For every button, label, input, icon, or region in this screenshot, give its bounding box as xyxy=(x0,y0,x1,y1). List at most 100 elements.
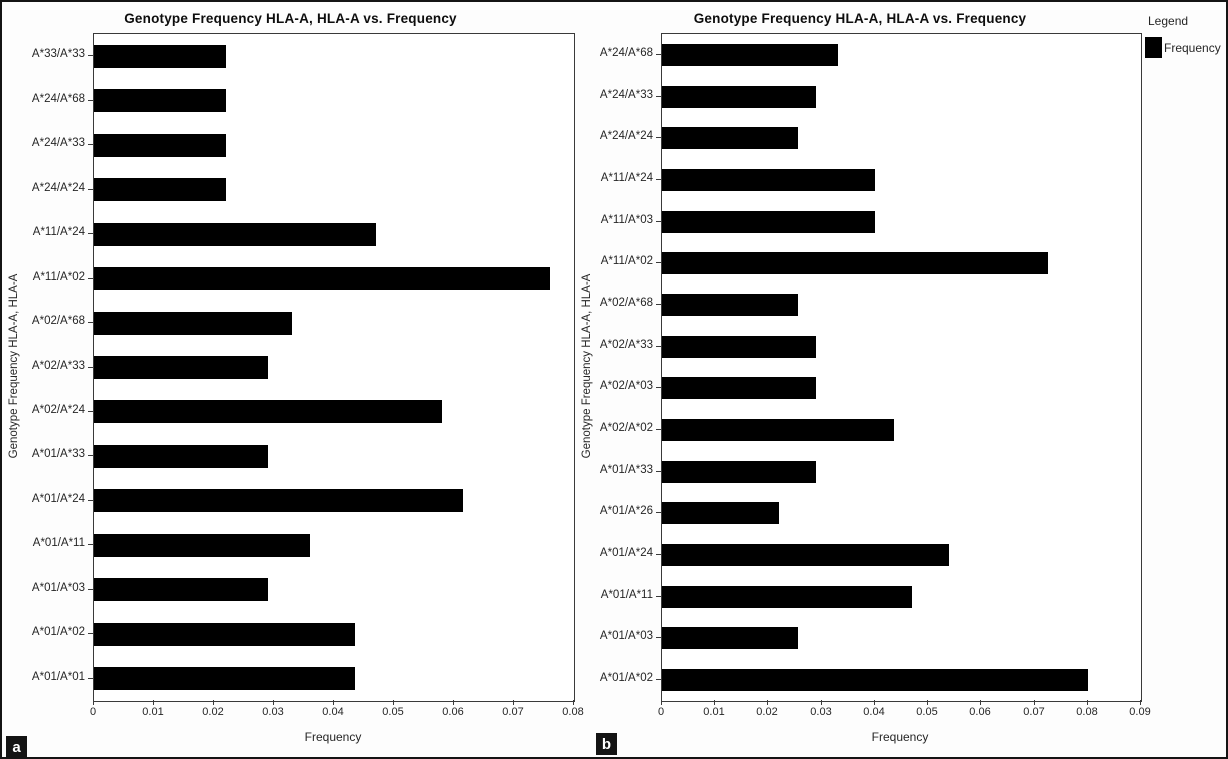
x-tick-label: 0.02 xyxy=(202,706,224,718)
x-tick-label: 0 xyxy=(657,706,665,718)
y-tick-mark xyxy=(88,677,93,679)
y-tick-label: A*11/A*02 xyxy=(32,270,85,283)
x-tick-label: 0.07 xyxy=(1023,706,1045,718)
bar xyxy=(94,400,442,424)
y-tick-mark xyxy=(88,410,93,412)
chart-a-x-axis-title: Frequency xyxy=(304,730,362,744)
bar xyxy=(662,293,798,316)
y-tick-mark xyxy=(88,188,93,190)
x-tick-mark xyxy=(333,700,334,705)
frequency-swatch-icon xyxy=(1145,37,1162,58)
bar xyxy=(94,489,463,513)
x-tick-mark xyxy=(1087,700,1088,705)
bar xyxy=(94,44,226,68)
x-tick-mark xyxy=(273,700,274,705)
x-tick-mark xyxy=(874,700,875,705)
y-tick-mark xyxy=(88,544,93,546)
x-tick-label: 0.03 xyxy=(262,706,284,718)
y-tick-label: A*11/A*02 xyxy=(600,255,653,268)
y-tick-label: A*01/A*24 xyxy=(599,547,653,560)
bar xyxy=(662,127,798,150)
x-tick-label: 0.04 xyxy=(322,706,344,718)
y-tick-label: A*01/A*26 xyxy=(599,505,653,518)
legend: Legend Frequency xyxy=(1145,14,1221,58)
bar xyxy=(94,622,355,646)
x-tick-mark xyxy=(821,700,822,705)
y-tick-mark xyxy=(656,512,661,514)
y-tick-label: A*24/A*68 xyxy=(599,46,653,59)
y-tick-mark xyxy=(88,277,93,279)
bar xyxy=(662,252,1048,275)
chart-b-x-axis-title: Frequency xyxy=(871,730,929,744)
y-tick-label: A*24/A*24 xyxy=(31,181,85,194)
y-tick-mark xyxy=(656,178,661,180)
bar xyxy=(662,460,816,483)
panel-b-label: b xyxy=(596,733,617,755)
x-tick-label: 0.09 xyxy=(1129,706,1151,718)
y-tick-label: A*01/A*33 xyxy=(31,448,85,461)
x-tick-label: 0.01 xyxy=(142,706,164,718)
x-tick-label: 0 xyxy=(89,706,97,718)
bar xyxy=(94,222,376,246)
bar xyxy=(94,533,310,557)
y-tick-label: A*02/A*02 xyxy=(599,422,653,435)
y-tick-label: A*02/A*68 xyxy=(599,296,653,309)
legend-entry-label: Frequency xyxy=(1164,40,1221,55)
x-tick-label: 0.08 xyxy=(1076,706,1098,718)
bar xyxy=(94,311,292,335)
y-tick-mark xyxy=(88,322,93,324)
bar xyxy=(662,419,894,442)
y-tick-label: A*01/A*01 xyxy=(31,670,85,683)
bar xyxy=(662,544,949,567)
bar xyxy=(662,335,816,358)
bar xyxy=(94,178,226,202)
y-tick-mark xyxy=(88,99,93,101)
y-tick-mark xyxy=(88,588,93,590)
y-tick-mark xyxy=(656,470,661,472)
x-tick-mark xyxy=(213,700,214,705)
bar xyxy=(94,133,226,157)
chart-a-plot-area xyxy=(93,33,575,702)
bar xyxy=(94,267,550,291)
bar xyxy=(662,85,816,108)
panel-a-label: a xyxy=(6,736,27,757)
bar xyxy=(662,669,1088,692)
y-tick-mark xyxy=(656,53,661,55)
bar xyxy=(94,578,268,602)
y-tick-label: A*02/A*68 xyxy=(31,315,85,328)
y-tick-label: A*01/A*24 xyxy=(31,492,85,505)
y-tick-mark xyxy=(656,637,661,639)
x-tick-mark xyxy=(1140,700,1141,705)
bar xyxy=(662,585,912,608)
x-tick-label: 0.04 xyxy=(863,706,885,718)
y-tick-mark xyxy=(88,366,93,368)
y-tick-label: A*24/A*33 xyxy=(599,88,653,101)
bar xyxy=(94,667,355,691)
y-tick-label: A*02/A*03 xyxy=(599,380,653,393)
x-tick-label: 0.06 xyxy=(969,706,991,718)
chart-b-title: Genotype Frequency HLA-A, HLA-A vs. Freq… xyxy=(693,11,1027,26)
x-tick-mark xyxy=(573,700,574,705)
y-tick-mark xyxy=(656,429,661,431)
y-tick-label: A*24/A*24 xyxy=(599,130,653,143)
bar xyxy=(662,43,838,66)
x-tick-label: 0.07 xyxy=(502,706,524,718)
x-tick-mark xyxy=(513,700,514,705)
y-tick-mark xyxy=(656,679,661,681)
x-tick-label: 0.05 xyxy=(382,706,404,718)
bar xyxy=(662,502,779,525)
x-tick-mark xyxy=(453,700,454,705)
legend-title: Legend xyxy=(1148,14,1189,28)
y-tick-mark xyxy=(88,233,93,235)
x-tick-mark xyxy=(714,700,715,705)
bar xyxy=(662,168,875,191)
y-tick-mark xyxy=(656,554,661,556)
bar xyxy=(662,210,875,233)
y-tick-label: A*11/A*24 xyxy=(600,171,653,184)
y-tick-label: A*01/A*02 xyxy=(31,626,85,639)
x-tick-mark xyxy=(767,700,768,705)
y-tick-mark xyxy=(656,262,661,264)
y-tick-label: A*01/A*03 xyxy=(31,581,85,594)
x-tick-mark xyxy=(980,700,981,705)
bar xyxy=(662,627,798,650)
